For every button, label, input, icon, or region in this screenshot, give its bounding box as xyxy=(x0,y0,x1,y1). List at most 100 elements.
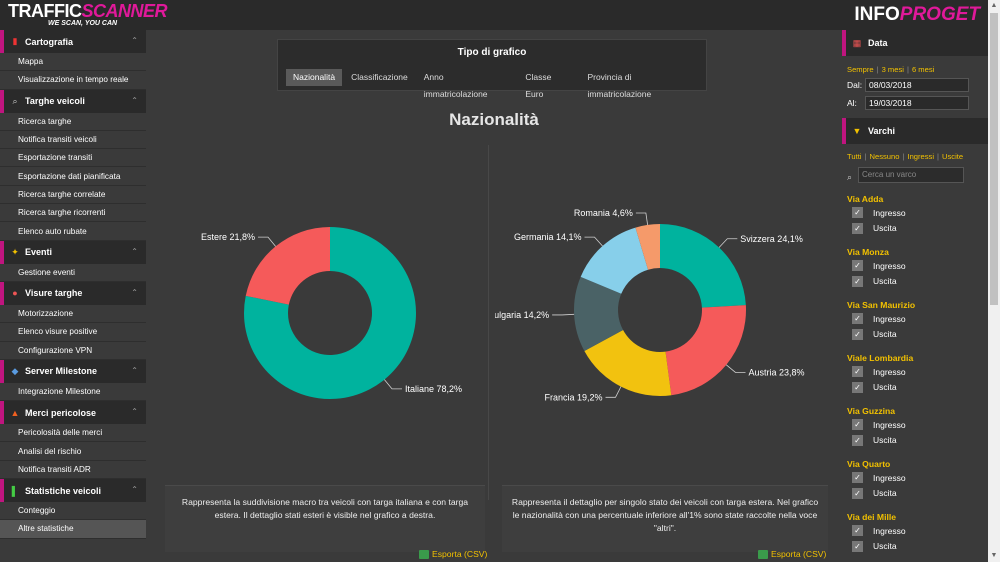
varco-checkbox-row[interactable]: ✓ Ingresso xyxy=(842,523,988,539)
sidebar-section-label: Eventi xyxy=(25,247,53,258)
chevron-up-icon[interactable]: ⌃ xyxy=(131,485,138,495)
chevron-up-icon[interactable]: ⌃ xyxy=(131,36,138,45)
sidebar-item[interactable]: Ricerca targhe xyxy=(0,113,146,131)
varco-checkbox-row[interactable]: ✓ Ingresso xyxy=(842,311,988,327)
checkbox-checked-icon[interactable]: ✓ xyxy=(852,222,863,234)
checkbox-checked-icon[interactable]: ✓ xyxy=(852,381,863,393)
checkbox-checked-icon[interactable]: ✓ xyxy=(852,328,863,340)
tab-chart-type[interactable]: Nazionalità xyxy=(286,69,343,86)
varco-checkbox-row[interactable]: ✓ Uscita xyxy=(842,433,988,449)
chart-title: Nazionalità xyxy=(449,110,539,129)
slice-label-line xyxy=(384,379,402,390)
varco-checkbox-label: Uscita xyxy=(873,435,897,446)
slice-label: Romania 4,6% xyxy=(574,208,633,218)
varco-checkbox-row[interactable]: ✓ Ingresso xyxy=(842,205,988,221)
megaphone-icon: ✦ xyxy=(11,246,19,257)
varco-checkbox-row[interactable]: ✓ Uscita xyxy=(842,274,988,290)
sidebar-item[interactable]: Motorizzazione xyxy=(0,305,146,324)
export-csv-left-link[interactable]: Esporta (CSV) xyxy=(419,549,487,559)
page-scrollbar[interactable]: ▲ ▼ xyxy=(988,0,1000,562)
varco-checkbox-row[interactable]: ✓ Uscita xyxy=(842,486,988,502)
filter-funnel-icon: ▼ xyxy=(852,126,862,136)
sidebar-item[interactable]: Esportazione transiti xyxy=(0,149,146,168)
varco-checkbox-row[interactable]: ✓ Ingresso xyxy=(842,417,988,433)
checkbox-checked-icon[interactable]: ✓ xyxy=(852,434,863,446)
chevron-up-icon[interactable]: ⌃ xyxy=(131,287,138,297)
link-separator: | xyxy=(876,65,879,74)
slice-label-line xyxy=(605,386,622,398)
sidebar-item[interactable]: Ricerca targhe correlate xyxy=(0,186,146,205)
sidebar-item[interactable]: Configurazione VPN xyxy=(0,342,146,360)
quick-link[interactable]: 3 mesi xyxy=(881,65,904,74)
checkbox-checked-icon[interactable]: ✓ xyxy=(852,419,863,431)
date-to-input[interactable]: 19/03/2018 xyxy=(865,95,969,110)
sidebar-item[interactable]: Visualizzazione in tempo reale xyxy=(0,71,146,90)
checkbox-checked-icon[interactable]: ✓ xyxy=(852,275,863,287)
date-from-input[interactable]: 08/03/2018 xyxy=(865,77,969,92)
slice-label: Svizzera 24,1% xyxy=(740,234,803,244)
chevron-up-icon[interactable]: ⌃ xyxy=(131,95,138,105)
sidebar-item[interactable]: Notifica transiti ADR xyxy=(0,461,146,480)
checkbox-checked-icon[interactable]: ✓ xyxy=(852,472,863,484)
varco-search-input[interactable]: ⌕ Cerca un varco xyxy=(847,167,964,183)
checkbox-checked-icon[interactable]: ✓ xyxy=(852,540,863,552)
varco-checkbox-row[interactable]: ✓ Ingresso xyxy=(842,470,988,486)
checkbox-checked-icon[interactable]: ✓ xyxy=(852,525,863,537)
sidebar-section-4[interactable]: ◆ Server Milestone ⌃ xyxy=(0,359,146,383)
sidebar-item[interactable]: Notifica transiti veicoli xyxy=(0,131,146,150)
varco-checkbox-row[interactable]: ✓ Uscita xyxy=(842,539,988,555)
sidebar-item[interactable]: Ricerca targhe ricorrenti xyxy=(0,204,146,223)
sidebar-item[interactable]: Integrazione Milestone xyxy=(0,383,146,402)
varco-name: Via dei Mille xyxy=(847,512,897,522)
slice-label: Italiane 78,2% xyxy=(405,384,462,394)
varco-checkbox-row[interactable]: ✓ Uscita xyxy=(842,221,988,237)
varchi-section-header[interactable]: ▼ Varchi xyxy=(842,118,988,144)
sidebar-item[interactable]: Conteggio xyxy=(0,502,146,521)
varco-checkbox-row[interactable]: ✓ Uscita xyxy=(842,327,988,343)
tab-chart-type[interactable]: Anno immatricolazione xyxy=(423,72,488,99)
sidebar-section-3[interactable]: ● Visure targhe ⌃ xyxy=(0,281,146,305)
chevron-up-icon[interactable]: ⌃ xyxy=(131,365,138,375)
sidebar-item[interactable]: Mappa xyxy=(0,53,146,72)
scrollbar-thumb[interactable] xyxy=(990,13,998,305)
sidebar-item[interactable]: Analisi del rischio xyxy=(0,442,146,461)
quick-link[interactable]: Sempre xyxy=(847,65,874,74)
tab-chart-type[interactable]: Classe Euro xyxy=(525,72,552,99)
quick-link[interactable]: Tutti xyxy=(847,152,862,161)
slice-label-line xyxy=(635,212,649,225)
quick-link[interactable]: Uscite xyxy=(942,152,964,161)
chevron-up-icon[interactable]: ⌃ xyxy=(131,246,138,256)
sidebar-section-5[interactable]: ▲ Merci pericolose ⌃ xyxy=(0,401,146,425)
checkbox-checked-icon[interactable]: ✓ xyxy=(852,260,863,272)
sidebar-item[interactable]: Elenco visure positive xyxy=(0,323,146,342)
quick-link[interactable]: 6 mesi xyxy=(911,65,935,74)
sidebar-section-1[interactable]: ⌕ Targhe veicoli ⌃ xyxy=(0,89,146,113)
tab-chart-type[interactable]: Provincia di immatricolazione xyxy=(587,72,652,99)
checkbox-checked-icon[interactable]: ✓ xyxy=(852,366,863,378)
scroll-up-arrow-icon[interactable]: ▲ xyxy=(990,2,998,9)
checkbox-checked-icon[interactable]: ✓ xyxy=(852,313,863,325)
export-csv-right-link[interactable]: Esporta (CSV) xyxy=(758,549,826,559)
checkbox-checked-icon[interactable]: ✓ xyxy=(852,207,863,219)
varco-checkbox-row[interactable]: ✓ Ingresso xyxy=(842,364,988,380)
varco-checkbox-label: Uscita xyxy=(873,541,897,552)
sidebar-section-2[interactable]: ✦ Eventi ⌃ xyxy=(0,240,146,264)
trafficscanner-logo[interactable]: TRAFFICSCANNER WE SCAN, YOU CAN xyxy=(8,2,167,28)
sidebar-item[interactable]: Altre statistiche xyxy=(0,520,146,539)
chevron-up-icon[interactable]: ⌃ xyxy=(131,407,138,417)
quick-link[interactable]: Ingressi xyxy=(907,152,935,161)
sidebar-item[interactable]: Elenco auto rubate xyxy=(0,222,146,241)
sidebar-item[interactable]: Gestione eventi xyxy=(0,264,146,282)
varco-checkbox-row[interactable]: ✓ Ingresso xyxy=(842,258,988,274)
sidebar-section-6[interactable]: ▌ Statistiche veicoli ⌃ xyxy=(0,479,146,503)
sidebar-item[interactable]: Esportazione dati pianificata xyxy=(0,167,146,186)
sidebar-section-0[interactable]: ▮ Cartografia ⌃ xyxy=(0,30,146,53)
sidebar-item[interactable]: Pericolosità delle merci xyxy=(0,424,146,443)
checkbox-checked-icon[interactable]: ✓ xyxy=(852,487,863,499)
scroll-down-arrow-icon[interactable]: ▼ xyxy=(990,552,998,559)
varco-checkbox-label: Uscita xyxy=(873,223,897,234)
date-section-header[interactable]: ▦ Data xyxy=(842,30,988,56)
tab-chart-type[interactable]: Classificazione xyxy=(351,72,408,82)
varco-checkbox-row[interactable]: ✓ Uscita xyxy=(842,380,988,396)
quick-link[interactable]: Nessuno xyxy=(869,152,900,161)
